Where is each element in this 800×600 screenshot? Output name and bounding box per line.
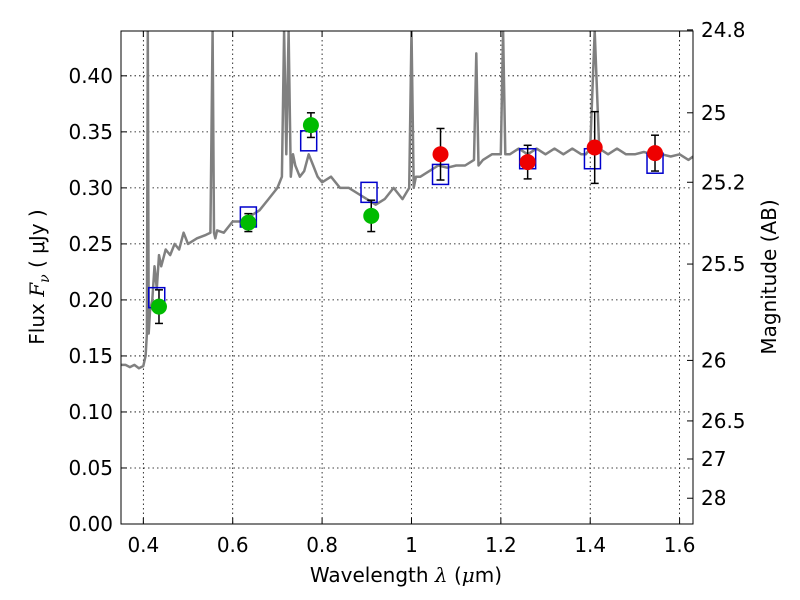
y2-tick-label: 25	[701, 101, 726, 125]
y2-tick-label: 25.2	[701, 170, 746, 194]
y-tick-label: 0.10	[68, 400, 113, 424]
y-tick-label: 0.30	[68, 176, 113, 200]
y2-tick-label: 25.5	[701, 252, 746, 276]
green-point	[240, 214, 257, 231]
plot-frame	[120, 30, 694, 525]
y-tick-label: 0.00	[68, 512, 113, 536]
marker-series	[148, 110, 664, 325]
y-tick-label: 0.35	[68, 120, 113, 144]
spectrum-line	[121, 31, 693, 370]
green-point	[363, 207, 380, 224]
x-tick-label: 0.8	[306, 533, 338, 557]
x-axis-label: Wavelength λ (μm)	[310, 563, 502, 587]
y2-axis-label: Magnitude (AB)	[757, 199, 781, 354]
green-point	[150, 298, 167, 315]
x-tick-label: 1.2	[485, 533, 517, 557]
red-point	[586, 139, 603, 156]
x-tick-label: 0.6	[217, 533, 249, 557]
red-point	[519, 154, 536, 171]
x-tick-label: 1	[405, 533, 418, 557]
green-point	[302, 117, 319, 134]
y-tick-label: 0.05	[68, 456, 113, 480]
x-tick-label: 0.4	[127, 533, 159, 557]
ticks: 0.4 0.6 0.8 1 1.2 1.4 1.6 0.00 0.05 0.10 0.15 0.20 0…	[68, 18, 745, 557]
y2-tick-label: 26	[701, 348, 726, 372]
y2-tick-label: 27	[701, 447, 726, 471]
x-tick-label: 1.4	[574, 533, 606, 557]
y2-tick-label: 24.8	[701, 18, 746, 42]
y2-tick-label: 26.5	[701, 409, 746, 433]
y-tick-label: 0.25	[68, 232, 113, 256]
y-tick-label: 0.40	[68, 64, 113, 88]
y2-tick-label: 28	[701, 486, 726, 510]
y-axis-label: Flux Fν ( μJy )	[25, 209, 53, 344]
red-point	[647, 145, 664, 162]
y-tick-label: 0.15	[68, 344, 113, 368]
model-square-marker	[360, 181, 378, 204]
x-tick-label: 1.6	[664, 533, 696, 557]
spectrum-series	[121, 31, 693, 370]
y-tick-label: 0.20	[68, 288, 113, 312]
red-point	[432, 146, 449, 163]
